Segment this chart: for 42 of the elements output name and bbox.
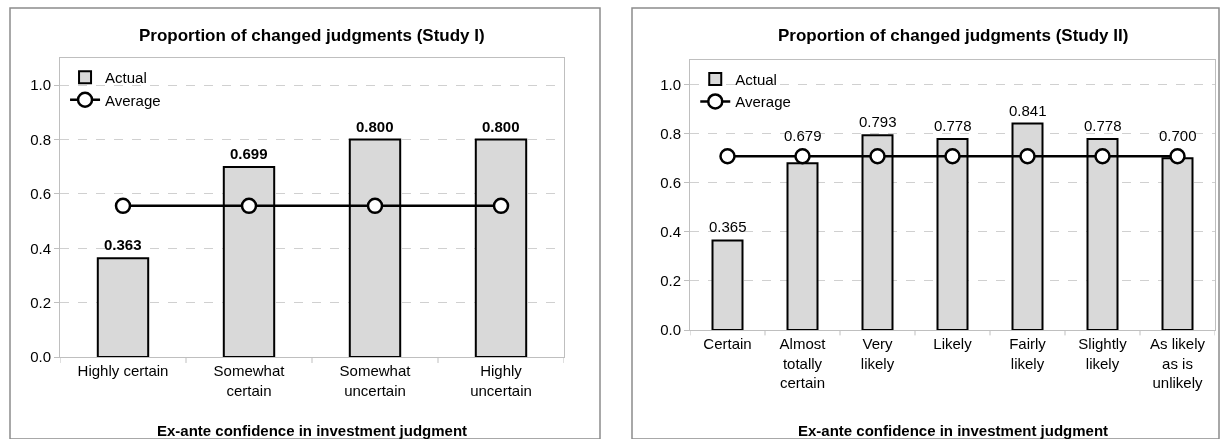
- x-tick-label: Somewhat uncertain: [339, 362, 412, 399]
- legend-label: Average: [735, 93, 791, 111]
- chart-title: Proportion of changed judgments (Study I): [139, 26, 485, 45]
- y-tick-label: 1.0: [660, 75, 681, 93]
- y-tick-label: 1.0: [30, 76, 51, 94]
- data-label: 0.679: [784, 127, 822, 144]
- data-label: 0.793: [859, 113, 897, 130]
- data-label: 0.800: [356, 118, 394, 135]
- x-axis-title: Ex-ante confidence in investment judgment: [157, 422, 468, 439]
- x-tick-label: Likely: [933, 335, 973, 352]
- data-label: 0.699: [230, 145, 268, 162]
- x-tick-label: Almost totally certain: [779, 335, 827, 391]
- data-label: 0.365: [709, 218, 747, 235]
- y-tick-label: 0.4: [660, 223, 681, 241]
- x-tick-label: Fairly likely: [1009, 335, 1047, 372]
- x-tick-label: Somewhat certain: [213, 362, 286, 399]
- x-tick-label: Certain: [703, 335, 752, 352]
- legend-label: Actual: [105, 69, 147, 87]
- x-tick-label: Very likely: [860, 335, 895, 372]
- data-label: 0.363: [104, 236, 142, 253]
- data-label: 0.778: [934, 117, 972, 134]
- y-tick-label: 0.0: [660, 321, 681, 339]
- data-label: 0.778: [1084, 117, 1122, 134]
- data-label: 0.841: [1009, 102, 1047, 119]
- y-tick-label: 0.8: [660, 124, 681, 142]
- data-label: 0.800: [482, 118, 520, 135]
- x-tick-label: As likely as is unlikely: [1149, 335, 1206, 391]
- y-tick-label: 0.2: [660, 272, 681, 290]
- y-tick-label: 0.4: [30, 239, 51, 257]
- y-tick-label: 0.0: [30, 348, 51, 366]
- y-tick-label: 0.6: [30, 185, 51, 203]
- x-axis-title: Ex-ante confidence in investment judgment: [798, 422, 1109, 439]
- y-tick-label: 0.2: [30, 293, 51, 311]
- chart-title: Proportion of changed judgments (Study II): [778, 26, 1129, 45]
- legend-label: Actual: [735, 70, 777, 88]
- x-tick-label: Highly certain: [77, 362, 169, 379]
- data-label: 0.700: [1159, 127, 1197, 144]
- x-tick-label: Slightly likely: [1078, 335, 1128, 372]
- x-tick-label: Highly uncertain: [470, 362, 532, 399]
- y-tick-label: 0.8: [30, 130, 51, 148]
- legend-label: Average: [105, 91, 161, 109]
- y-tick-label: 0.6: [660, 173, 681, 191]
